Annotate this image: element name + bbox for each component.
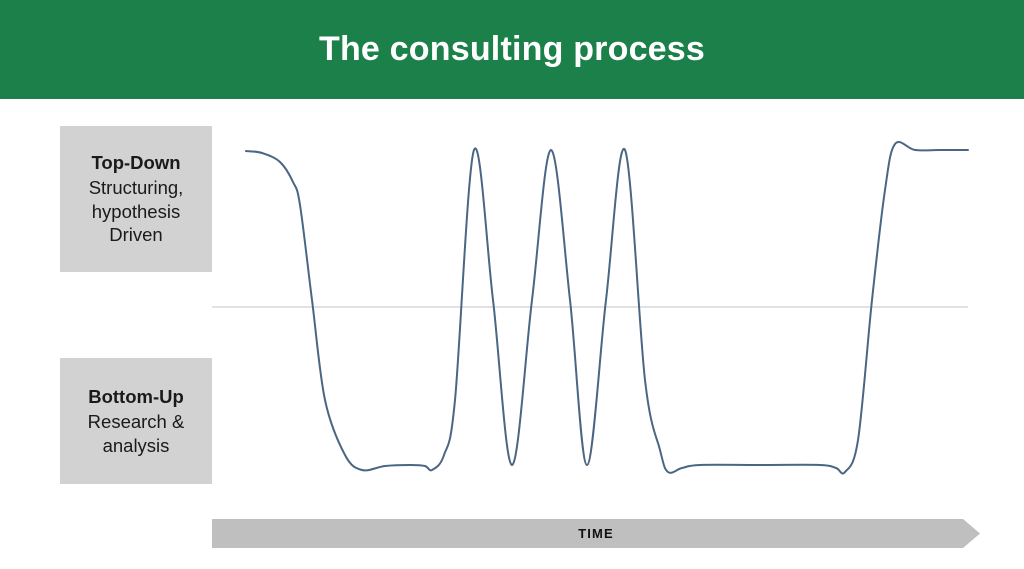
header-band — [0, 0, 1024, 99]
time-axis-arrow — [212, 519, 980, 548]
label-box-bottom-up: Bottom-Up Research & analysis — [60, 358, 212, 484]
label-bottom-up-sub: Research & analysis — [87, 410, 185, 456]
page-title: The consulting process — [318, 30, 706, 68]
label-top-down-sub: Structuring, hypothesis Driven — [88, 177, 184, 246]
chart-series-line — [245, 140, 969, 475]
time-arrow-shape — [212, 519, 980, 548]
label-bottom-up-heading: Bottom-Up — [88, 385, 184, 407]
label-top-down-heading: Top-Down — [91, 151, 181, 173]
label-box-top-down: Top-Down Structuring, hypothesis Driven — [60, 126, 212, 272]
